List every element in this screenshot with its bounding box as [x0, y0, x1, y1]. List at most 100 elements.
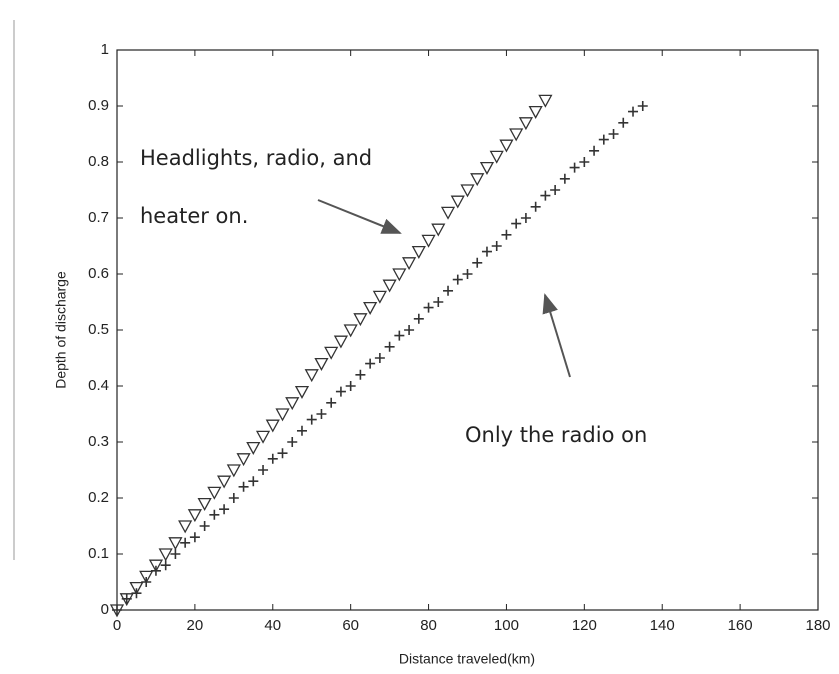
triangle-marker [499, 139, 514, 153]
plus-marker [589, 145, 600, 156]
plus-marker [199, 521, 210, 531]
triangle-marker [382, 279, 397, 293]
x-tick-label: 100 [494, 617, 519, 634]
triangle-marker [440, 206, 456, 220]
y-tick-label: 0.4 [88, 377, 109, 394]
y-tick-label: 0 [101, 601, 109, 618]
plus-marker [404, 325, 415, 335]
y-axis-label: Depth of discharge [53, 271, 69, 389]
x-tick-label: 80 [420, 617, 437, 634]
triangle-marker [460, 184, 475, 198]
plus-marker [618, 117, 629, 128]
plus-marker [306, 414, 317, 425]
triangle-marker [489, 150, 504, 164]
plus-marker [472, 257, 483, 268]
x-tick-label: 180 [805, 617, 830, 634]
triangle-marker [207, 486, 222, 500]
triangle-marker [450, 195, 465, 209]
triangle-marker [509, 128, 524, 142]
plus-marker [452, 274, 463, 285]
plus-marker [365, 358, 376, 369]
triangle-marker [479, 161, 495, 175]
plus-marker [579, 157, 590, 167]
plus-marker [628, 106, 639, 117]
plus-marker [598, 134, 609, 145]
plus-marker [491, 241, 502, 251]
y-tick-label: 0.8 [88, 153, 109, 170]
plus-marker [550, 185, 561, 195]
triangle-marker [324, 346, 339, 360]
plus-marker [316, 409, 327, 419]
x-tick-label: 140 [650, 617, 675, 634]
plot-frame [116, 49, 819, 611]
plus-marker [394, 330, 405, 341]
plus-marker [384, 341, 395, 352]
triangle-marker [255, 430, 271, 444]
plus-marker [131, 588, 142, 599]
triangle-marker [129, 581, 144, 595]
triangle-marker [217, 475, 232, 489]
plus-marker [443, 285, 454, 296]
plus-marker [258, 465, 269, 475]
triangle-marker [528, 105, 543, 119]
y-tick-label: 0.3 [88, 433, 109, 450]
triangle-marker [421, 234, 436, 248]
annotation: heater on. [140, 204, 248, 228]
x-tick-label: 20 [187, 617, 204, 634]
triangle-marker [392, 268, 407, 282]
triangle-marker [246, 441, 261, 455]
plus-marker [355, 369, 366, 380]
triangle-marker [470, 173, 485, 187]
plus-marker [238, 481, 249, 492]
triangle-marker [294, 385, 310, 399]
plus-marker [248, 476, 259, 487]
plus-marker [296, 425, 307, 436]
plus-marker [228, 493, 239, 503]
plus-marker [170, 549, 181, 559]
plus-marker [637, 101, 648, 111]
triangle-marker [363, 301, 378, 315]
plus-marker [433, 297, 444, 307]
triangle-marker [304, 369, 319, 383]
triangle-marker [353, 313, 368, 327]
y-tick-label: 0.5 [88, 321, 109, 338]
x-tick-label: 60 [342, 617, 359, 634]
annotation: Headlights, radio, and [140, 146, 372, 170]
x-tick-label: 0 [113, 617, 121, 634]
plus-marker [326, 397, 337, 408]
plus-marker [345, 381, 356, 391]
triangle-marker [236, 453, 251, 467]
triangle-marker [518, 117, 534, 131]
plus-marker [462, 269, 473, 279]
plus-marker [209, 509, 220, 520]
x-tick-label: 40 [264, 617, 281, 634]
x-tick-label: 160 [728, 617, 753, 634]
triangle-marker [538, 94, 553, 108]
triangle-marker [178, 520, 193, 534]
plus-marker [141, 577, 152, 587]
triangle-marker [187, 509, 202, 523]
triangle-marker [275, 408, 290, 422]
plus-marker [540, 190, 551, 201]
triangle-marker [411, 245, 426, 259]
triangle-marker [168, 537, 183, 551]
triangle-marker [314, 357, 329, 371]
triangle-marker [148, 559, 164, 573]
y-tick-label: 0.9 [88, 97, 109, 114]
plus-marker [160, 560, 171, 571]
arrow [317, 199, 402, 234]
y-tick-label: 0.7 [88, 209, 109, 226]
plus-marker [559, 173, 570, 184]
plus-marker [423, 302, 434, 313]
y-tick-label: 0.6 [88, 265, 109, 282]
triangle-marker [333, 335, 349, 349]
plus-marker [413, 313, 424, 324]
x-axis-label: Distance traveled(km) [399, 651, 535, 667]
arrow [542, 293, 571, 378]
plus-marker [608, 129, 619, 139]
annotation: Only the radio on [465, 423, 647, 447]
plus-marker [374, 353, 385, 363]
plus-marker [219, 504, 230, 515]
triangle-marker [372, 290, 387, 304]
